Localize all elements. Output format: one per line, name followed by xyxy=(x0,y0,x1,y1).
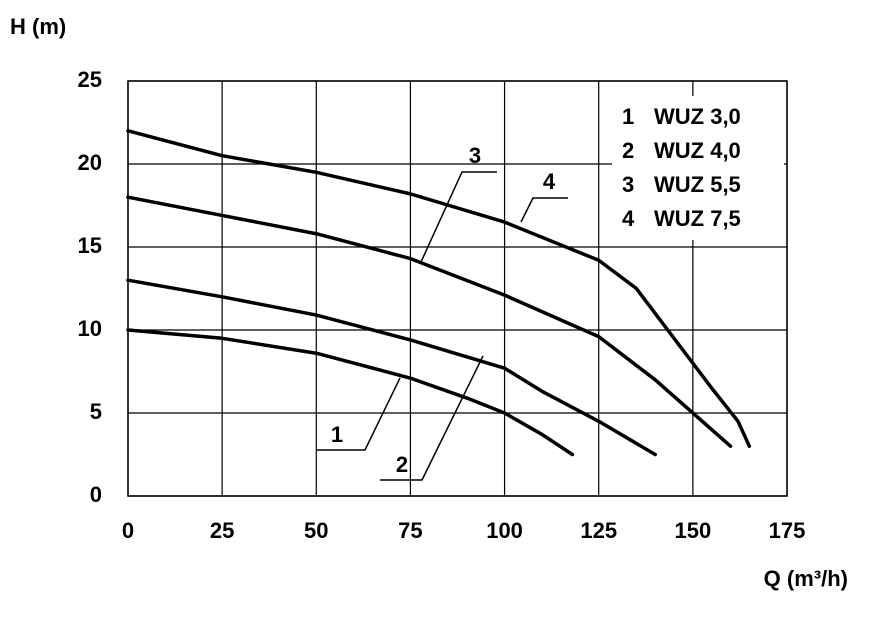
callout-line xyxy=(380,355,484,481)
x-tick-label: 150 xyxy=(674,518,711,543)
curve xyxy=(126,328,575,457)
legend-label: WUZ 5,5 xyxy=(654,172,741,197)
legend-number: 3 xyxy=(622,172,634,197)
y-tick-label: 20 xyxy=(78,150,102,175)
x-tick-label: 50 xyxy=(304,518,328,543)
curve xyxy=(126,195,733,448)
x-tick-label: 75 xyxy=(398,518,422,543)
curve-label: 1 xyxy=(331,422,343,447)
x-tick-label: 25 xyxy=(210,518,234,543)
legend-box xyxy=(612,96,784,240)
x-tick-label: 0 xyxy=(122,518,134,543)
callout-line xyxy=(520,197,568,223)
x-tick-label: 175 xyxy=(769,518,806,543)
y-tick-label: 15 xyxy=(78,233,102,258)
y-tick-label: 10 xyxy=(78,316,102,341)
curve xyxy=(126,129,752,448)
y-tick-label: 5 xyxy=(90,399,102,424)
y-tick-label: 0 xyxy=(90,482,102,507)
plot-frame xyxy=(127,80,788,497)
curve-label: 4 xyxy=(543,169,556,194)
curve xyxy=(126,278,657,457)
legend-number: 2 xyxy=(622,138,634,163)
y-tick-label: 25 xyxy=(78,67,102,92)
x-tick-label: 100 xyxy=(486,518,523,543)
legend-label: WUZ 4,0 xyxy=(654,138,741,163)
legend-label: WUZ 3,0 xyxy=(654,104,741,129)
legend-number: 1 xyxy=(622,104,634,129)
curve-label: 2 xyxy=(396,452,408,477)
legend-label: WUZ 7,5 xyxy=(654,206,741,231)
x-axis-label: Q (m³/h) xyxy=(764,566,848,591)
curve-label: 3 xyxy=(469,143,481,168)
callout-line xyxy=(316,377,401,451)
legend-number: 4 xyxy=(622,206,635,231)
x-tick-label: 125 xyxy=(580,518,617,543)
callout-line xyxy=(420,171,497,263)
y-axis-label: H (m) xyxy=(10,14,66,39)
